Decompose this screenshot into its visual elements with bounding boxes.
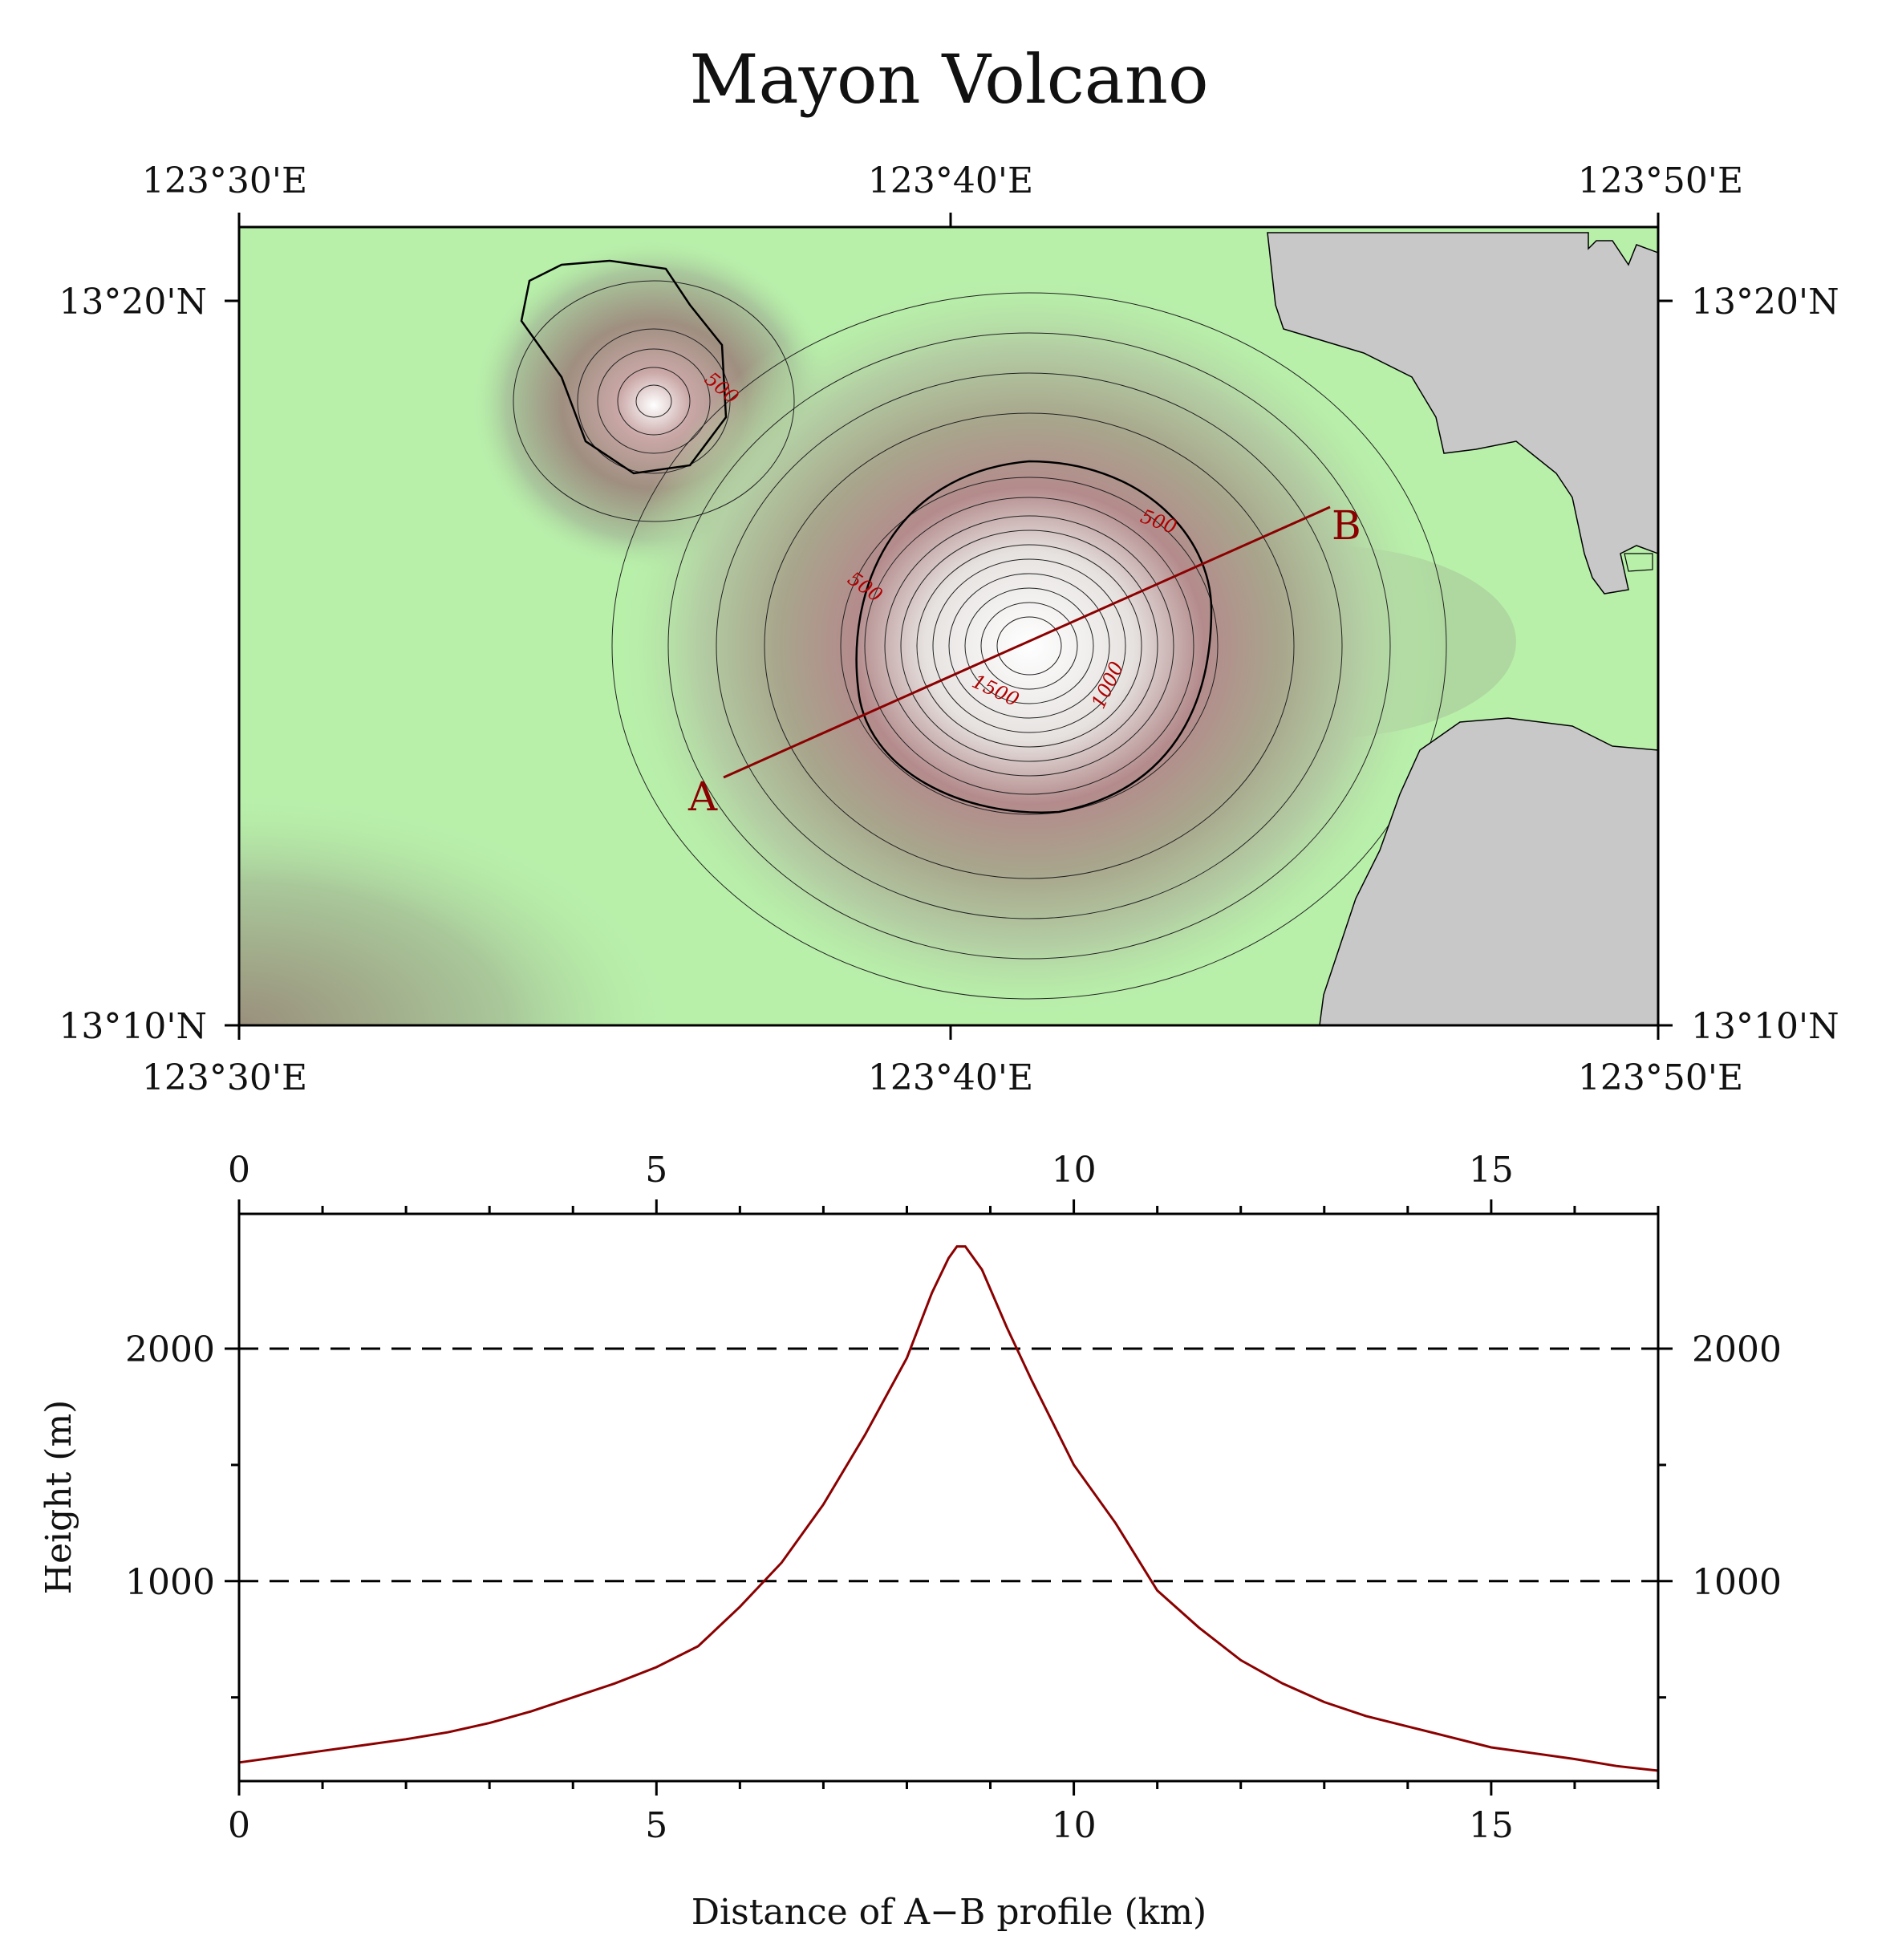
chart-ticks	[225, 1199, 1673, 1796]
mayon-contours	[611, 292, 1447, 1000]
x-tick-label-top: 5	[645, 1150, 667, 1191]
x-tick-label-top: 10	[1052, 1150, 1097, 1191]
profile-line	[723, 505, 1331, 779]
x-axis-label: Distance of A−B profile (km)	[691, 1892, 1207, 1933]
lon-tick-top-3: 123°50'E	[1578, 160, 1743, 201]
profile-point-b-label: B	[1332, 502, 1361, 549]
x-tick-label-top: 0	[228, 1150, 250, 1191]
y-tick-label-right: 1000	[1692, 1562, 1782, 1603]
lat-tick-right-2: 13°10'N	[1691, 1006, 1839, 1047]
lon-tick-top-1: 123°30'E	[142, 160, 307, 201]
y-tick-label-left: 2000	[125, 1329, 215, 1370]
chart-tick-labels: 0 0 5 5 10 10 15 15 1000 1000 2000 2000	[125, 1150, 1782, 1846]
sea-northeast	[1266, 227, 1658, 594]
x-tick-label-bottom: 5	[645, 1805, 667, 1846]
lat-tick-right-1: 13°20'N	[1691, 282, 1839, 323]
mayon-cone	[612, 269, 1446, 1023]
x-tick-label-bottom: 15	[1469, 1805, 1514, 1846]
map-panel: A B 500 500 500 1500 1000 123°30'E 123°4…	[59, 160, 1839, 1098]
grid-lines	[239, 1347, 1658, 1583]
figure-title: Mayon Volcano	[689, 40, 1208, 119]
lon-tick-bottom-2: 123°40'E	[868, 1057, 1033, 1098]
x-tick-label-bottom: 10	[1052, 1805, 1097, 1846]
lat-tick-left-2: 13°10'N	[59, 1006, 207, 1047]
y-axis-label: Height (m)	[39, 1400, 79, 1595]
map-frame	[237, 225, 1660, 1027]
malinao-contours	[513, 280, 795, 522]
lon-tick-top-2: 123°40'E	[868, 160, 1033, 201]
sea-southeast	[1319, 717, 1658, 1025]
island	[1624, 553, 1653, 572]
elevation-profile-line	[238, 1245, 1659, 1772]
chart-frame	[237, 1212, 1660, 1783]
y-tick-label-right: 2000	[1692, 1329, 1782, 1370]
lon-tick-bottom-3: 123°50'E	[1578, 1057, 1743, 1098]
mayon-500m-contour	[855, 460, 1213, 814]
profile-point-a-label: A	[687, 773, 718, 820]
x-tick-label-bottom: 0	[228, 1805, 250, 1846]
southwest-hills	[239, 786, 688, 1025]
lon-tick-bottom-1: 123°30'E	[142, 1057, 307, 1098]
y-tick-label-left: 1000	[125, 1562, 215, 1603]
malinao-500m-contour	[520, 259, 728, 475]
map-ticks	[225, 213, 1673, 1040]
lat-tick-left-1: 13°20'N	[59, 282, 207, 323]
x-tick-label-top: 15	[1469, 1150, 1514, 1191]
profile-chart: 0 0 5 5 10 10 15 15 1000 1000 2000 2000 Distance of…	[39, 1150, 1782, 1933]
